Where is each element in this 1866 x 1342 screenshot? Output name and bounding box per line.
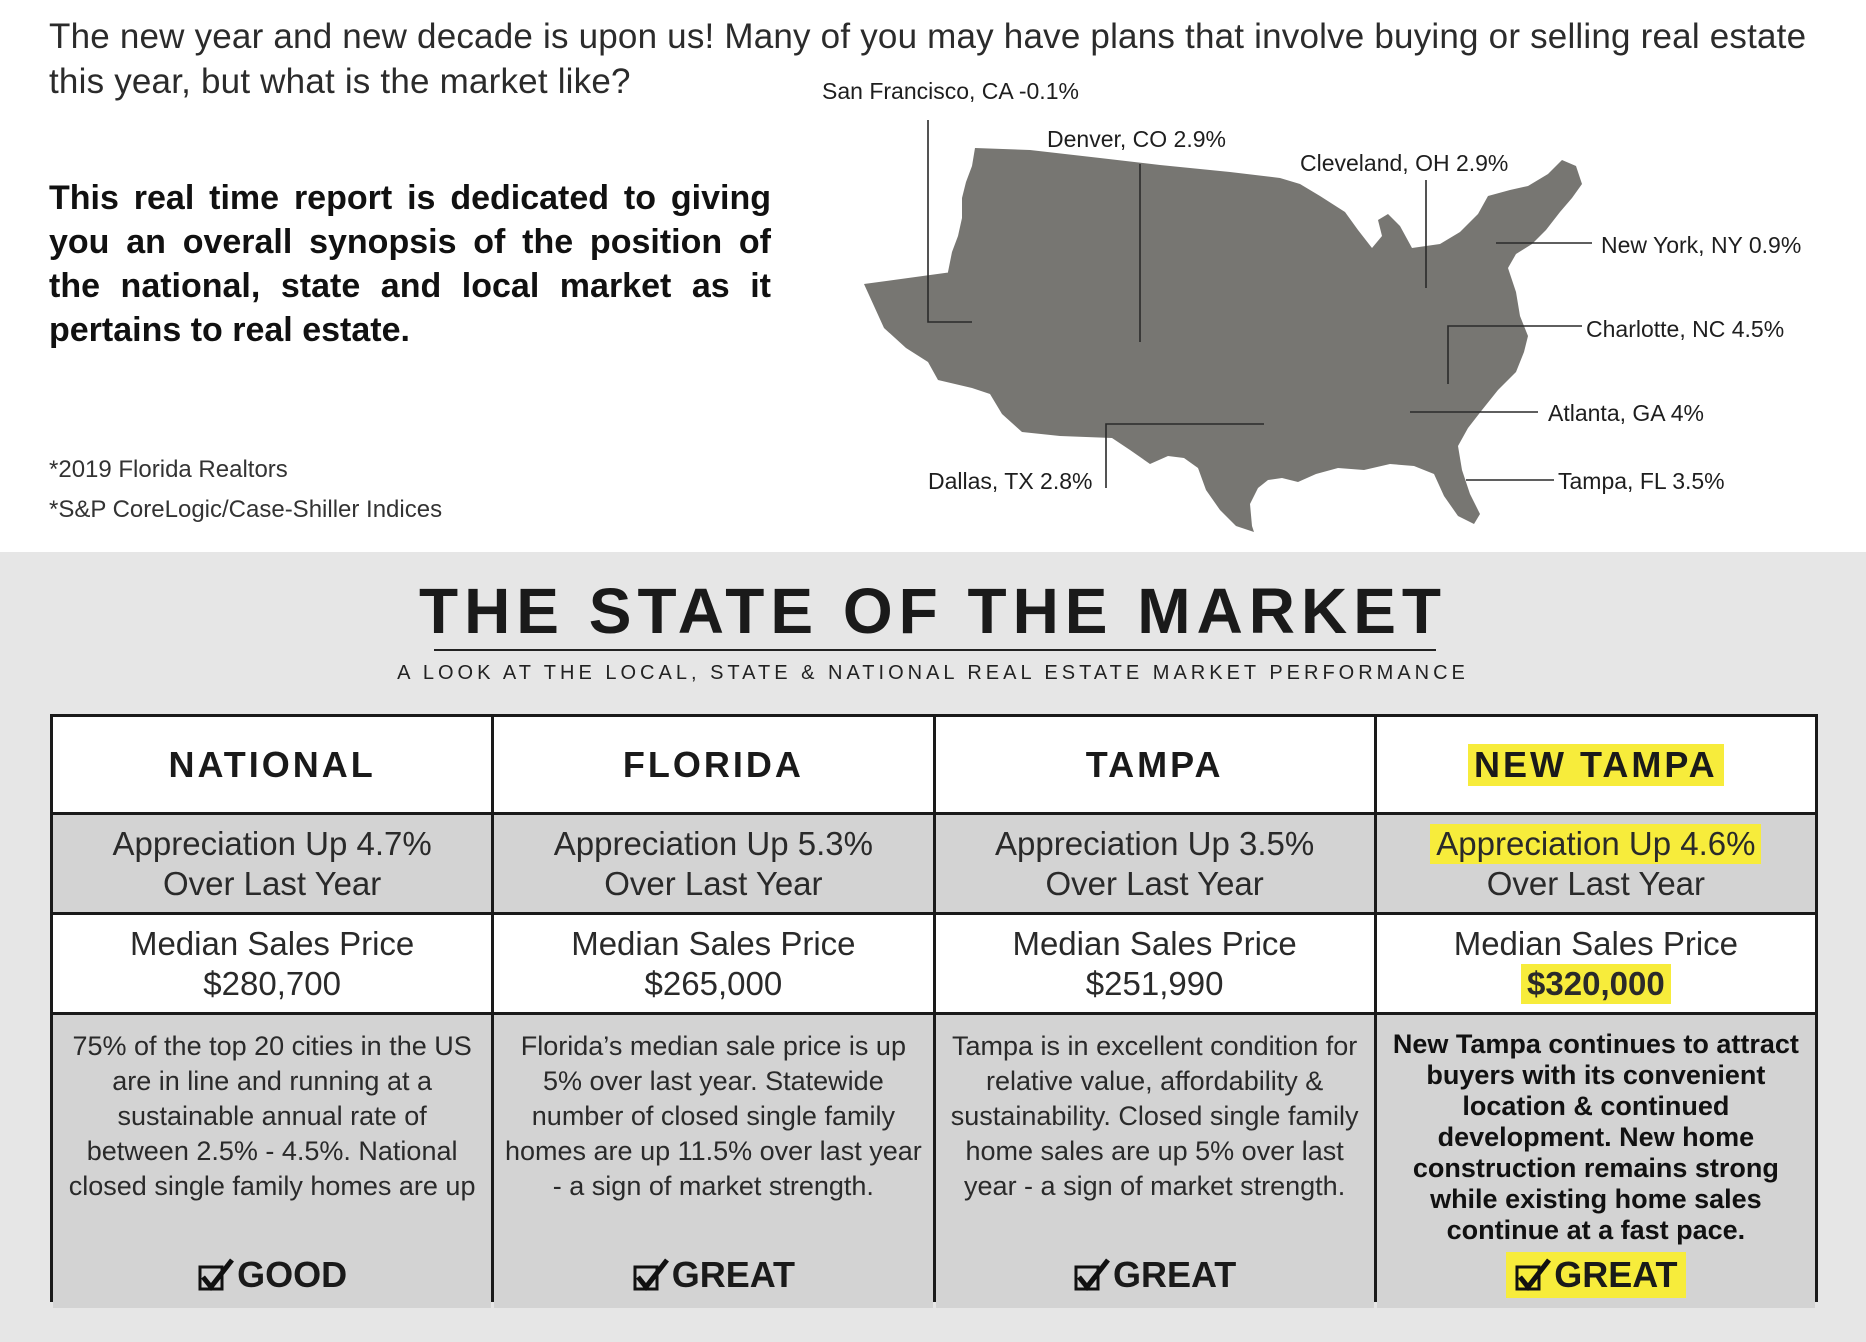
checkbox-checked-icon [633, 1258, 669, 1292]
us-map [864, 120, 1592, 532]
appreciation-value: Appreciation Up 4.6% [1430, 823, 1762, 864]
leader-dallas [1105, 423, 1264, 488]
header-label: TAMPA [1085, 743, 1224, 785]
description-florida: Florida’s median sale price is up 5% ove… [494, 1015, 933, 1308]
header-label: FLORIDA [622, 743, 804, 785]
appreciation-period: Over Last Year [1045, 864, 1264, 902]
median-value: $265,000 [644, 964, 783, 1002]
header-label: NEW TAMPA [1468, 743, 1724, 786]
median-label: Median Sales Price [1012, 924, 1297, 962]
map-label-new-york: New York, NY 0.9% [1601, 232, 1802, 258]
map-label-atlanta: Atlanta, GA 4% [1548, 400, 1704, 426]
checkbox-checked-icon [1074, 1258, 1110, 1292]
checkbox-checked-icon [1515, 1258, 1552, 1292]
rating-florida: GREAT [494, 1252, 932, 1298]
description-national: 75% of the top 20 cities in the US are i… [53, 1015, 492, 1308]
rating-label: GOOD [237, 1254, 348, 1295]
appreciation-value: Appreciation Up 4.7% [112, 824, 432, 862]
column-header-florida: FLORIDA [494, 717, 933, 812]
appreciation-period: Over Last Year [1486, 864, 1706, 902]
rating-tampa: GREAT [936, 1252, 1374, 1298]
title-underline [434, 649, 1436, 651]
median-value: $251,990 [1085, 964, 1224, 1002]
median-price-new-tampa: Median Sales Price $320,000 [1376, 915, 1815, 1012]
leader-san-francisco [927, 120, 972, 323]
map-label-san-francisco: San Francisco, CA -0.1% [822, 78, 1079, 104]
source-note-florida-realtors: *2019 Florida Realtors [49, 456, 288, 483]
map-label-charlotte: Charlotte, NC 4.5% [1586, 316, 1785, 342]
description-new-tampa: New Tampa continues to attract buyers wi… [1376, 1015, 1815, 1308]
rating-national: GOOD [53, 1252, 491, 1298]
market-subtitle: A LOOK AT THE LOCAL, STATE & NATIONAL RE… [397, 662, 1469, 684]
description-text: Florida’s median sale price is up 5% ove… [505, 1031, 922, 1201]
median-label: Median Sales Price [571, 924, 856, 962]
rating-label: GREAT [671, 1254, 796, 1295]
description-text: New Tampa continues to attract buyers wi… [1392, 1029, 1799, 1245]
map-label-dallas: Dallas, TX 2.8% [928, 468, 1093, 494]
column-header-new-tampa: NEW TAMPA [1376, 717, 1815, 812]
leader-charlotte [1447, 325, 1582, 384]
column-header-tampa: TAMPA [935, 717, 1374, 812]
market-comparison-table: NATIONAL FLORIDA TAMPA NEW TAMPA Appreci… [50, 714, 1818, 1308]
appreciation-new-tampa: Appreciation Up 4.6% Over Last Year [1376, 815, 1815, 912]
column-header-national: NATIONAL [53, 717, 492, 812]
intro-text: The new year and new decade is upon us! … [49, 17, 1807, 101]
synopsis-text: This real time report is dedicated to gi… [49, 179, 771, 349]
median-value: $320,000 [1521, 963, 1671, 1004]
median-label: Median Sales Price [1453, 924, 1739, 962]
map-label-tampa: Tampa, FL 3.5% [1558, 468, 1725, 494]
description-text: Tampa is in excellent condition for rela… [950, 1031, 1359, 1201]
median-label: Median Sales Price [129, 924, 415, 962]
map-leader-lines [927, 120, 1592, 488]
rating-new-tampa: GREAT [1377, 1252, 1815, 1298]
appreciation-value: Appreciation Up 5.3% [553, 824, 873, 862]
appreciation-tampa: Appreciation Up 3.5% Over Last Year [935, 815, 1374, 912]
description-text: 75% of the top 20 cities in the US are i… [68, 1031, 476, 1201]
rating-label: GREAT [1112, 1254, 1237, 1295]
appreciation-national: Appreciation Up 4.7% Over Last Year [53, 815, 492, 912]
median-price-florida: Median Sales Price $265,000 [494, 915, 933, 1012]
map-label-cleveland: Cleveland, OH 2.9% [1300, 150, 1509, 176]
rating-label: GREAT [1554, 1254, 1678, 1295]
source-note-case-shiller: *S&P CoreLogic/Case-Shiller Indices [49, 496, 443, 523]
checkbox-checked-icon [198, 1258, 235, 1292]
median-price-tampa: Median Sales Price $251,990 [935, 915, 1374, 1012]
description-tampa: Tampa is in excellent condition for rela… [935, 1015, 1374, 1308]
us-map-shape [864, 148, 1582, 532]
appreciation-period: Over Last Year [162, 864, 382, 902]
header-label: NATIONAL [168, 743, 376, 785]
appreciation-period: Over Last Year [604, 864, 823, 902]
median-value: $280,700 [203, 964, 341, 1002]
market-title: THE STATE OF THE MARKET [418, 575, 1448, 647]
appreciation-florida: Appreciation Up 5.3% Over Last Year [494, 815, 933, 912]
appreciation-value: Appreciation Up 3.5% [995, 824, 1315, 862]
map-label-denver: Denver, CO 2.9% [1047, 126, 1226, 152]
median-price-national: Median Sales Price $280,700 [53, 915, 492, 1012]
